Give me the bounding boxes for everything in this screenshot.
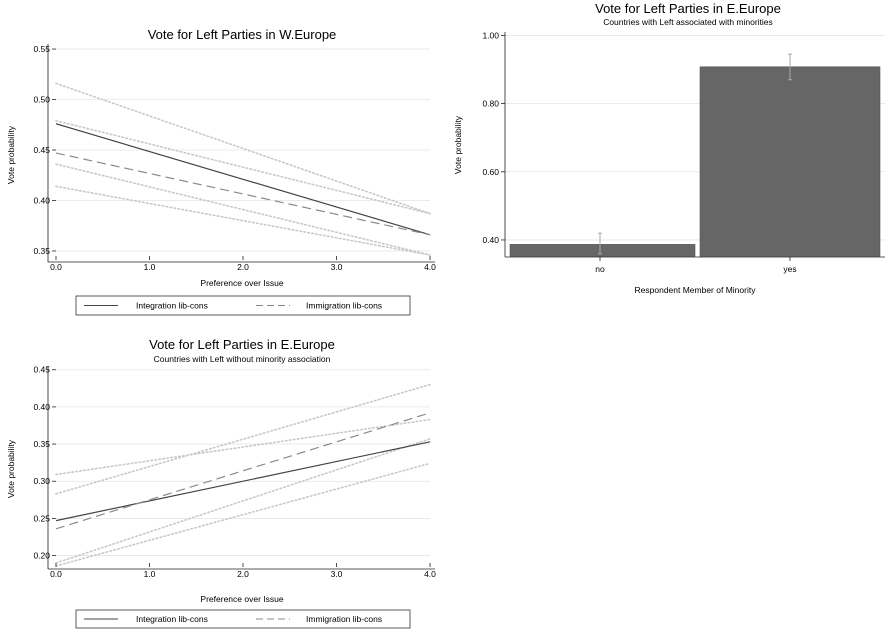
- x-tick-label: 4.0: [424, 262, 436, 272]
- bar-yes: [699, 66, 881, 257]
- x-tick-label: 0.0: [50, 569, 62, 579]
- x-ticks: 0.0 1.0 2.0 3.0 4.0: [50, 256, 436, 272]
- ci-line-immigration: [55, 383, 431, 495]
- y-ticks: 0.40 0.60 0.80 1.00: [482, 30, 505, 245]
- x-ticks: 0.0 1.0 2.0 3.0 4.0: [50, 563, 436, 579]
- series-line-immigration: [55, 152, 431, 236]
- legend: Integration lib-cons Immigration lib-con…: [75, 609, 411, 629]
- bars: [509, 66, 881, 257]
- y-tick-label: 0.60: [482, 167, 499, 177]
- legend-label-immigration: Immigration lib-cons: [306, 614, 382, 624]
- y-tick-label: 0.25: [33, 513, 50, 523]
- x-tick-label: 1.0: [144, 262, 156, 272]
- x-axis-label: Respondent Member of Minority: [635, 285, 757, 295]
- y-tick-label: 0.40: [33, 402, 50, 412]
- y-ticks: 0.35 0.40 0.45 0.50 0.55: [33, 44, 56, 256]
- legend-label-integration: Integration lib-cons: [136, 614, 208, 624]
- x-tick-label: no: [595, 264, 605, 274]
- y-tick-label: 0.35: [33, 439, 50, 449]
- series-lines: [55, 123, 431, 236]
- legend-box: [75, 295, 411, 316]
- legend-box: [75, 609, 411, 629]
- y-grid: [56, 48, 430, 252]
- ci-bands: [55, 82, 431, 256]
- y-tick-label: 0.40: [33, 195, 50, 205]
- legend-label-immigration: Immigration lib-cons: [306, 301, 382, 311]
- ci-line-immigration: [55, 438, 431, 564]
- series-line-integration: [55, 441, 431, 522]
- y-axis-label: Vote probability: [453, 115, 463, 174]
- y-tick-label: 0.55: [33, 44, 50, 54]
- chart-subtitle: Countries with Left without minority ass…: [154, 354, 331, 364]
- y-axis-label: Vote probability: [6, 125, 16, 184]
- y-tick-label: 0.35: [33, 246, 50, 256]
- x-axis-label: Preference over Issue: [200, 278, 283, 288]
- x-tick-label: 0.0: [50, 262, 62, 272]
- y-tick-label: 0.80: [482, 99, 499, 109]
- ci-line-immigration: [55, 119, 431, 215]
- error-bars: [598, 53, 792, 255]
- x-tick-label: 1.0: [144, 569, 156, 579]
- y-ticks: 0.20 0.25 0.30 0.35 0.40 0.45: [33, 365, 56, 561]
- chart-e-europe-minority: Vote for Left Parties in E.Europe Countr…: [453, 1, 885, 295]
- x-tick-label: 2.0: [237, 262, 249, 272]
- x-axis-label: Preference over Issue: [200, 594, 283, 604]
- series-lines: [55, 412, 431, 530]
- x-tick-label: yes: [783, 264, 796, 274]
- chart-e-europe-no-minority: Vote for Left Parties in E.Europe Countr…: [6, 337, 436, 629]
- y-tick-label: 0.20: [33, 551, 50, 561]
- chart-title: Vote for Left Parties in E.Europe: [595, 1, 781, 16]
- ci-line-integration: [55, 462, 431, 567]
- bar-no: [509, 244, 696, 257]
- y-tick-label: 0.40: [482, 235, 499, 245]
- series-line-immigration: [55, 412, 431, 530]
- legend: Integration lib-cons Immigration lib-con…: [75, 295, 411, 316]
- x-tick-label: 3.0: [331, 262, 343, 272]
- y-grid: [56, 369, 430, 556]
- y-tick-label: 1.00: [482, 30, 499, 40]
- x-tick-label: 3.0: [331, 569, 343, 579]
- y-tick-label: 0.30: [33, 476, 50, 486]
- chart-title: Vote for Left Parties in W.Europe: [148, 27, 337, 42]
- legend-label-integration: Integration lib-cons: [136, 301, 208, 311]
- chart-title: Vote for Left Parties in E.Europe: [149, 337, 335, 352]
- chart-subtitle: Countries with Left associated with mino…: [603, 17, 773, 27]
- ci-line-integration: [55, 82, 431, 215]
- x-tick-label: 2.0: [237, 569, 249, 579]
- ci-bands: [55, 383, 431, 567]
- ci-line-immigration: [55, 185, 431, 256]
- y-tick-label: 0.45: [33, 145, 50, 155]
- ci-line-integration: [55, 163, 431, 256]
- y-tick-label: 0.45: [33, 365, 50, 375]
- y-tick-label: 0.50: [33, 95, 50, 105]
- ci-line-integration: [55, 418, 431, 476]
- y-axis-label: Vote probability: [6, 439, 16, 498]
- chart-w-europe: Vote for Left Parties in W.Europe 0.350.…: [6, 27, 436, 316]
- x-tick-label: 4.0: [424, 569, 436, 579]
- series-line-integration: [55, 123, 431, 236]
- x-ticks: no yes: [595, 257, 797, 274]
